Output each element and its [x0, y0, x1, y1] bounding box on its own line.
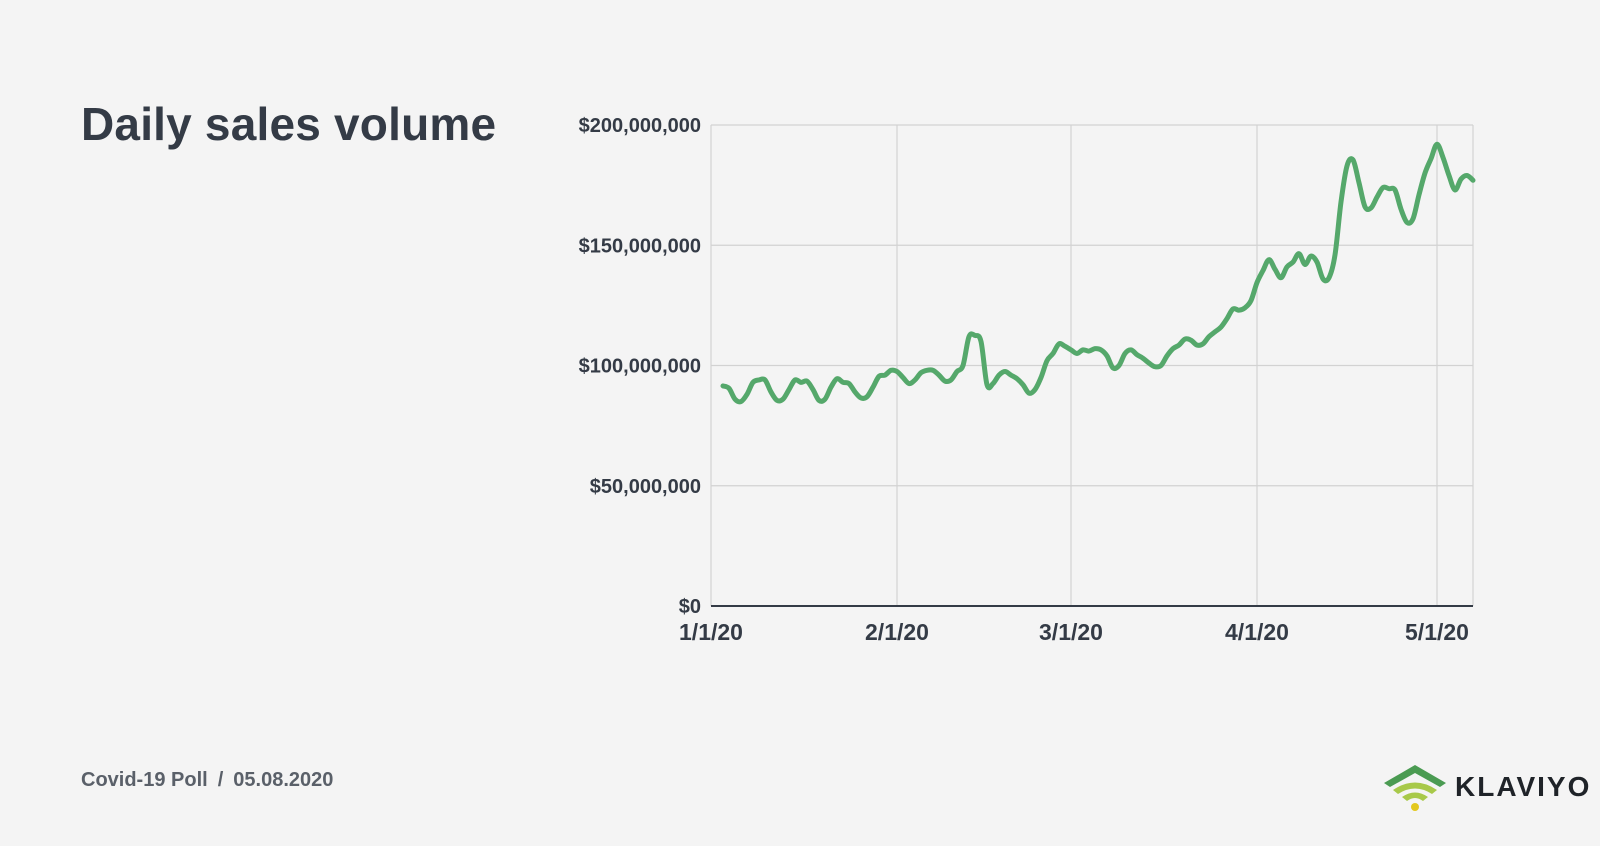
- x-tick-label: 5/1/20: [1405, 619, 1469, 645]
- footer-date: 05.08.2020: [233, 769, 334, 791]
- series-line-daily-sales: [720, 141, 1476, 405]
- y-tick-label: $200,000,000: [579, 115, 701, 137]
- page-title: Daily sales volume: [81, 98, 497, 150]
- y-axis-tick-labels: $0 $50,000,000 $100,000,000 $150,000,000 $20…: [579, 115, 701, 618]
- x-tick-label: 2/1/20: [865, 619, 929, 645]
- footer-poll-name: Covid-19 Poll: [81, 769, 208, 791]
- footer-separator: /: [217, 769, 224, 791]
- chart-grid: [710, 124, 1474, 606]
- x-tick-label: 4/1/20: [1225, 619, 1289, 645]
- klaviyo-signal-logo-icon: [1384, 765, 1446, 811]
- x-tick-label: 3/1/20: [1039, 619, 1103, 645]
- x-axis-tick-labels: 1/1/20 2/1/20 3/1/20 4/1/20 5/1/20: [679, 619, 1469, 645]
- y-tick-label: $0: [679, 596, 701, 618]
- footer-caption: Covid-19 Poll / 05.08.2020: [81, 769, 333, 792]
- y-tick-label: $100,000,000: [579, 356, 701, 378]
- x-tick-label: 1/1/20: [679, 619, 743, 645]
- brand-name: KLAVIYO: [1455, 771, 1592, 802]
- klaviyo-logo: KLAVIYO: [1383, 763, 1591, 811]
- y-tick-label: $50,000,000: [590, 476, 701, 498]
- y-tick-label: $150,000,000: [579, 235, 701, 257]
